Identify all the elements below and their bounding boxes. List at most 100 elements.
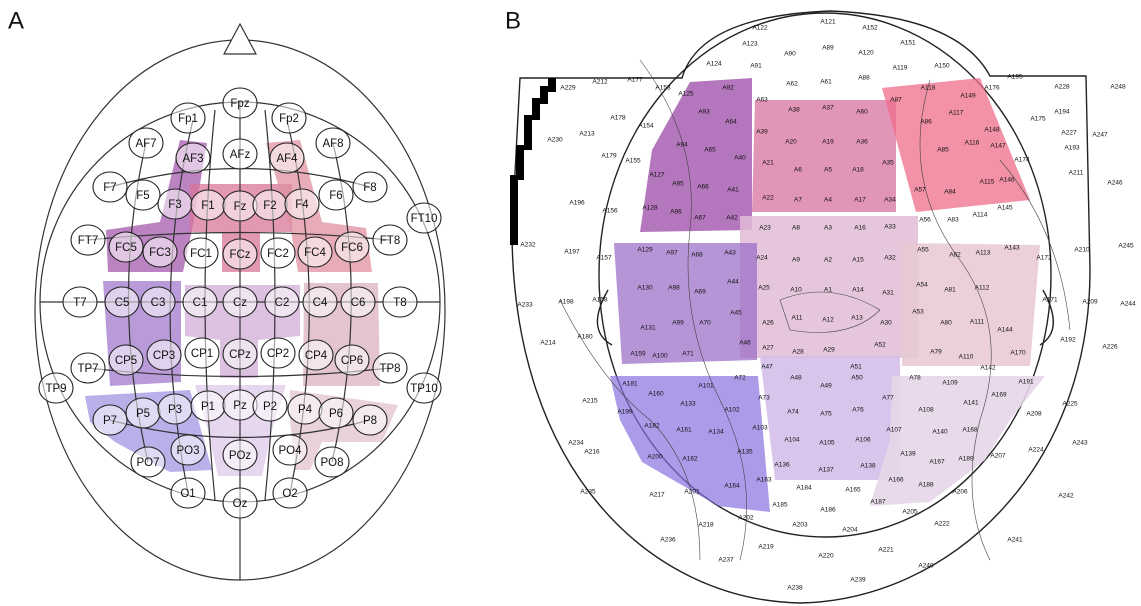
electrode-label: A175 bbox=[1030, 116, 1046, 123]
electrode-label: A109 bbox=[942, 380, 958, 387]
electrode-label: A194 bbox=[1054, 109, 1070, 116]
electrode-label: A127 bbox=[649, 172, 665, 179]
electrode bbox=[128, 127, 164, 159]
electrode-label: A142 bbox=[980, 365, 996, 372]
electrode-label: P7 bbox=[103, 415, 117, 427]
electrode-label: A233 bbox=[517, 302, 533, 309]
electrode-label: A63 bbox=[756, 97, 768, 104]
electrode bbox=[297, 236, 333, 268]
electrode-label: A196 bbox=[569, 200, 585, 207]
electrode-label: A2 bbox=[824, 257, 832, 264]
electrode-label: A136 bbox=[774, 462, 790, 469]
electrode-label: A219 bbox=[758, 544, 774, 551]
electrode-label: A221 bbox=[878, 547, 894, 554]
electrode-label: F8 bbox=[363, 182, 376, 194]
electrode-label: FC1 bbox=[190, 248, 212, 260]
electrode-label: C1 bbox=[193, 297, 208, 309]
electrode-label: A71 bbox=[682, 351, 694, 358]
electrode-label: A44 bbox=[727, 279, 739, 286]
electrode-label: A215 bbox=[582, 398, 598, 405]
electrode-label: C5 bbox=[115, 297, 130, 309]
electrode-label: A248 bbox=[1110, 84, 1126, 91]
electrode-label: A83 bbox=[947, 217, 959, 224]
electrode-label: F6 bbox=[329, 190, 342, 202]
electrode bbox=[252, 390, 288, 422]
electrode bbox=[264, 286, 300, 318]
electrode-label: A64 bbox=[725, 119, 737, 126]
electrode bbox=[170, 477, 206, 509]
electrode bbox=[260, 337, 296, 369]
electrode bbox=[222, 439, 258, 471]
electrode-label: A245 bbox=[1118, 243, 1134, 250]
electrode-label: A40 bbox=[734, 155, 746, 162]
electrode bbox=[92, 404, 128, 436]
electrode-label: A182 bbox=[644, 423, 660, 430]
electrode-label: A108 bbox=[918, 407, 934, 414]
electrode-label: A209 bbox=[1082, 299, 1098, 306]
electrode-label: A11 bbox=[791, 315, 802, 322]
electrode bbox=[38, 372, 74, 404]
electrode-label: A184 bbox=[796, 485, 812, 492]
electrode-label: C2 bbox=[275, 297, 290, 309]
electrode-label: A237 bbox=[718, 557, 734, 564]
electrode-label: P6 bbox=[329, 408, 343, 420]
electrode bbox=[142, 236, 178, 268]
electrode-label: A61 bbox=[820, 79, 832, 86]
electrode bbox=[406, 202, 442, 234]
electrode-label: A41 bbox=[727, 187, 739, 194]
electrode-label: A84 bbox=[944, 189, 956, 196]
electrode bbox=[222, 138, 258, 170]
electrode-label: A15 bbox=[852, 257, 864, 264]
electrode bbox=[170, 434, 206, 466]
electrode-label: A105 bbox=[819, 440, 835, 447]
electrode bbox=[222, 238, 258, 270]
electrode-label: CPz bbox=[229, 349, 251, 361]
electrode-label: A43 bbox=[724, 250, 736, 257]
electrode-label: CP6 bbox=[341, 355, 363, 367]
electrode-label: A90 bbox=[784, 51, 796, 58]
electrode-label: CP5 bbox=[115, 355, 137, 367]
electrode-label: Fpz bbox=[230, 98, 249, 110]
electrode-label: A97 bbox=[666, 250, 678, 257]
electrode-label: A102 bbox=[724, 407, 740, 414]
electrode-label: A210 bbox=[1074, 247, 1090, 254]
electrode-label: A206 bbox=[952, 489, 968, 496]
electrode-label: Fp1 bbox=[178, 113, 198, 125]
electrode-label: CP4 bbox=[305, 350, 328, 362]
electrode-label: A158 bbox=[592, 297, 608, 304]
electrode-label: A177 bbox=[627, 77, 643, 84]
electrode-label: A56 bbox=[919, 217, 931, 224]
electrode-label: A133 bbox=[680, 401, 696, 408]
electrode-label: P1 bbox=[201, 401, 215, 413]
electrode-label: A106 bbox=[855, 437, 871, 444]
electrode-label: A125 bbox=[678, 91, 694, 98]
electrode-label: A96 bbox=[670, 209, 682, 216]
electrode bbox=[318, 179, 354, 211]
electrode-label: A189 bbox=[958, 456, 974, 463]
electrode-label: A247 bbox=[1092, 132, 1108, 139]
electrode-label: A135 bbox=[737, 449, 753, 456]
electrode-label: A28 bbox=[792, 349, 804, 356]
electrode-label: A155 bbox=[625, 158, 641, 165]
electrode-label: A72 bbox=[734, 375, 746, 382]
electrode bbox=[222, 487, 258, 519]
electrode-label: A179 bbox=[601, 153, 617, 160]
electrode bbox=[170, 102, 206, 134]
electrode-label: A198 bbox=[558, 299, 574, 306]
electrode-label: A141 bbox=[963, 400, 979, 407]
contours-b bbox=[559, 59, 1071, 561]
electrode-label: A241 bbox=[1007, 537, 1023, 544]
electrode-label: A87 bbox=[890, 97, 902, 104]
electrode-label: A148 bbox=[984, 127, 1000, 134]
electrode bbox=[272, 434, 308, 466]
electrode-label: A17 bbox=[854, 197, 866, 204]
electrode-label: A239 bbox=[850, 577, 866, 584]
electrode-label: A168 bbox=[962, 427, 978, 434]
electrode bbox=[298, 339, 334, 371]
electrode-label: A95 bbox=[672, 181, 684, 188]
electrode-label: A208 bbox=[1026, 411, 1042, 418]
electrode-label: C4 bbox=[313, 297, 328, 309]
electrode-label: A94 bbox=[676, 142, 688, 149]
electrode-label: A139 bbox=[900, 451, 916, 458]
electrode-label: A53 bbox=[912, 309, 924, 316]
